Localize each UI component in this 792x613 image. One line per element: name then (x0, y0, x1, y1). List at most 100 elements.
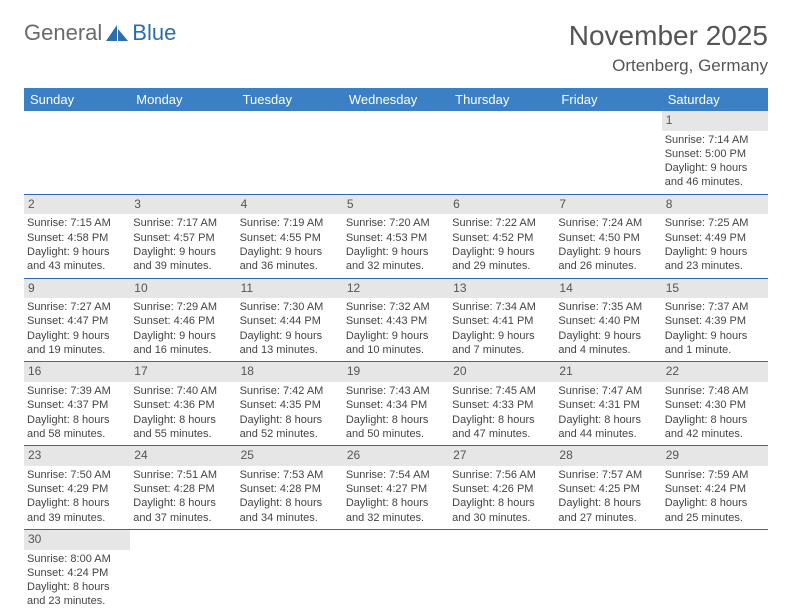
day-number: 14 (555, 279, 661, 299)
day-cell: 12Sunrise: 7:32 AMSunset: 4:43 PMDayligh… (343, 279, 449, 362)
day-d1: Daylight: 8 hours (27, 413, 127, 427)
dow-cell: Friday (555, 88, 661, 111)
day-sunrise: Sunrise: 8:00 AM (27, 552, 127, 566)
day-cell: 22Sunrise: 7:48 AMSunset: 4:30 PMDayligh… (662, 362, 768, 445)
day-d1: Daylight: 9 hours (665, 161, 765, 175)
day-sunset: Sunset: 4:31 PM (558, 398, 658, 412)
day-d1: Daylight: 9 hours (558, 329, 658, 343)
day-sunrise: Sunrise: 7:57 AM (558, 468, 658, 482)
day-d1: Daylight: 9 hours (452, 329, 552, 343)
day-d2: and 23 minutes. (27, 594, 127, 608)
day-sunrise: Sunrise: 7:22 AM (452, 216, 552, 230)
day-cell: 10Sunrise: 7:29 AMSunset: 4:46 PMDayligh… (130, 279, 236, 362)
day-number: 17 (130, 362, 236, 382)
day-number: 29 (662, 446, 768, 466)
week-row: 2Sunrise: 7:15 AMSunset: 4:58 PMDaylight… (24, 195, 768, 279)
day-sunrise: Sunrise: 7:47 AM (558, 384, 658, 398)
day-d1: Daylight: 8 hours (558, 496, 658, 510)
day-sunset: Sunset: 4:43 PM (346, 314, 446, 328)
day-number: 11 (237, 279, 343, 299)
day-d1: Daylight: 8 hours (133, 413, 233, 427)
day-d1: Daylight: 8 hours (240, 413, 340, 427)
day-number: 15 (662, 279, 768, 299)
day-number: 16 (24, 362, 130, 382)
day-d1: Daylight: 8 hours (558, 413, 658, 427)
day-d1: Daylight: 9 hours (27, 329, 127, 343)
day-sunset: Sunset: 4:34 PM (346, 398, 446, 412)
day-cell-empty (449, 530, 555, 613)
day-sunrise: Sunrise: 7:53 AM (240, 468, 340, 482)
day-cell-empty (24, 111, 130, 194)
day-d2: and 34 minutes. (240, 511, 340, 525)
day-sunset: Sunset: 4:28 PM (133, 482, 233, 496)
day-number: 22 (662, 362, 768, 382)
day-cell: 25Sunrise: 7:53 AMSunset: 4:28 PMDayligh… (237, 446, 343, 529)
day-d2: and 32 minutes. (346, 511, 446, 525)
dow-cell: Wednesday (343, 88, 449, 111)
day-cell-empty (130, 111, 236, 194)
day-cell: 13Sunrise: 7:34 AMSunset: 4:41 PMDayligh… (449, 279, 555, 362)
day-sunrise: Sunrise: 7:32 AM (346, 300, 446, 314)
day-sunrise: Sunrise: 7:25 AM (665, 216, 765, 230)
day-cell-empty (662, 530, 768, 613)
day-sunset: Sunset: 4:24 PM (27, 566, 127, 580)
day-d1: Daylight: 9 hours (346, 245, 446, 259)
day-d2: and 52 minutes. (240, 427, 340, 441)
day-sunset: Sunset: 4:39 PM (665, 314, 765, 328)
day-number: 10 (130, 279, 236, 299)
day-d2: and 36 minutes. (240, 259, 340, 273)
day-number: 1 (662, 111, 768, 131)
day-number: 24 (130, 446, 236, 466)
day-cell-empty (237, 530, 343, 613)
day-number: 19 (343, 362, 449, 382)
day-d1: Daylight: 9 hours (452, 245, 552, 259)
day-d2: and 27 minutes. (558, 511, 658, 525)
day-d1: Daylight: 8 hours (452, 496, 552, 510)
day-number: 25 (237, 446, 343, 466)
day-number: 18 (237, 362, 343, 382)
day-d2: and 47 minutes. (452, 427, 552, 441)
day-number: 13 (449, 279, 555, 299)
day-sunrise: Sunrise: 7:30 AM (240, 300, 340, 314)
day-d2: and 55 minutes. (133, 427, 233, 441)
day-sunrise: Sunrise: 7:59 AM (665, 468, 765, 482)
day-cell: 2Sunrise: 7:15 AMSunset: 4:58 PMDaylight… (24, 195, 130, 278)
dow-cell: Saturday (662, 88, 768, 111)
day-d2: and 39 minutes. (133, 259, 233, 273)
day-sunrise: Sunrise: 7:19 AM (240, 216, 340, 230)
day-cell-empty (343, 530, 449, 613)
day-d1: Daylight: 8 hours (665, 496, 765, 510)
day-d1: Daylight: 9 hours (665, 245, 765, 259)
day-sunset: Sunset: 4:44 PM (240, 314, 340, 328)
day-cell-empty (555, 111, 661, 194)
day-d1: Daylight: 8 hours (133, 496, 233, 510)
day-cell: 17Sunrise: 7:40 AMSunset: 4:36 PMDayligh… (130, 362, 236, 445)
day-cell: 19Sunrise: 7:43 AMSunset: 4:34 PMDayligh… (343, 362, 449, 445)
day-cell: 28Sunrise: 7:57 AMSunset: 4:25 PMDayligh… (555, 446, 661, 529)
dow-cell: Sunday (24, 88, 130, 111)
day-sunrise: Sunrise: 7:54 AM (346, 468, 446, 482)
day-d2: and 42 minutes. (665, 427, 765, 441)
day-cell: 14Sunrise: 7:35 AMSunset: 4:40 PMDayligh… (555, 279, 661, 362)
day-number: 5 (343, 195, 449, 215)
calendar: SundayMondayTuesdayWednesdayThursdayFrid… (24, 88, 768, 613)
day-sunset: Sunset: 4:37 PM (27, 398, 127, 412)
logo: General Blue (24, 20, 176, 46)
day-number: 3 (130, 195, 236, 215)
day-d2: and 39 minutes. (27, 511, 127, 525)
day-sunset: Sunset: 4:41 PM (452, 314, 552, 328)
day-sunrise: Sunrise: 7:34 AM (452, 300, 552, 314)
day-d1: Daylight: 8 hours (27, 496, 127, 510)
day-d1: Daylight: 8 hours (452, 413, 552, 427)
day-cell: 7Sunrise: 7:24 AMSunset: 4:50 PMDaylight… (555, 195, 661, 278)
day-sunrise: Sunrise: 7:40 AM (133, 384, 233, 398)
day-cell: 3Sunrise: 7:17 AMSunset: 4:57 PMDaylight… (130, 195, 236, 278)
day-sunset: Sunset: 4:57 PM (133, 231, 233, 245)
day-cell: 24Sunrise: 7:51 AMSunset: 4:28 PMDayligh… (130, 446, 236, 529)
day-d1: Daylight: 8 hours (346, 413, 446, 427)
day-d2: and 32 minutes. (346, 259, 446, 273)
day-sunset: Sunset: 4:49 PM (665, 231, 765, 245)
day-number: 6 (449, 195, 555, 215)
day-d2: and 4 minutes. (558, 343, 658, 357)
day-sunset: Sunset: 4:26 PM (452, 482, 552, 496)
